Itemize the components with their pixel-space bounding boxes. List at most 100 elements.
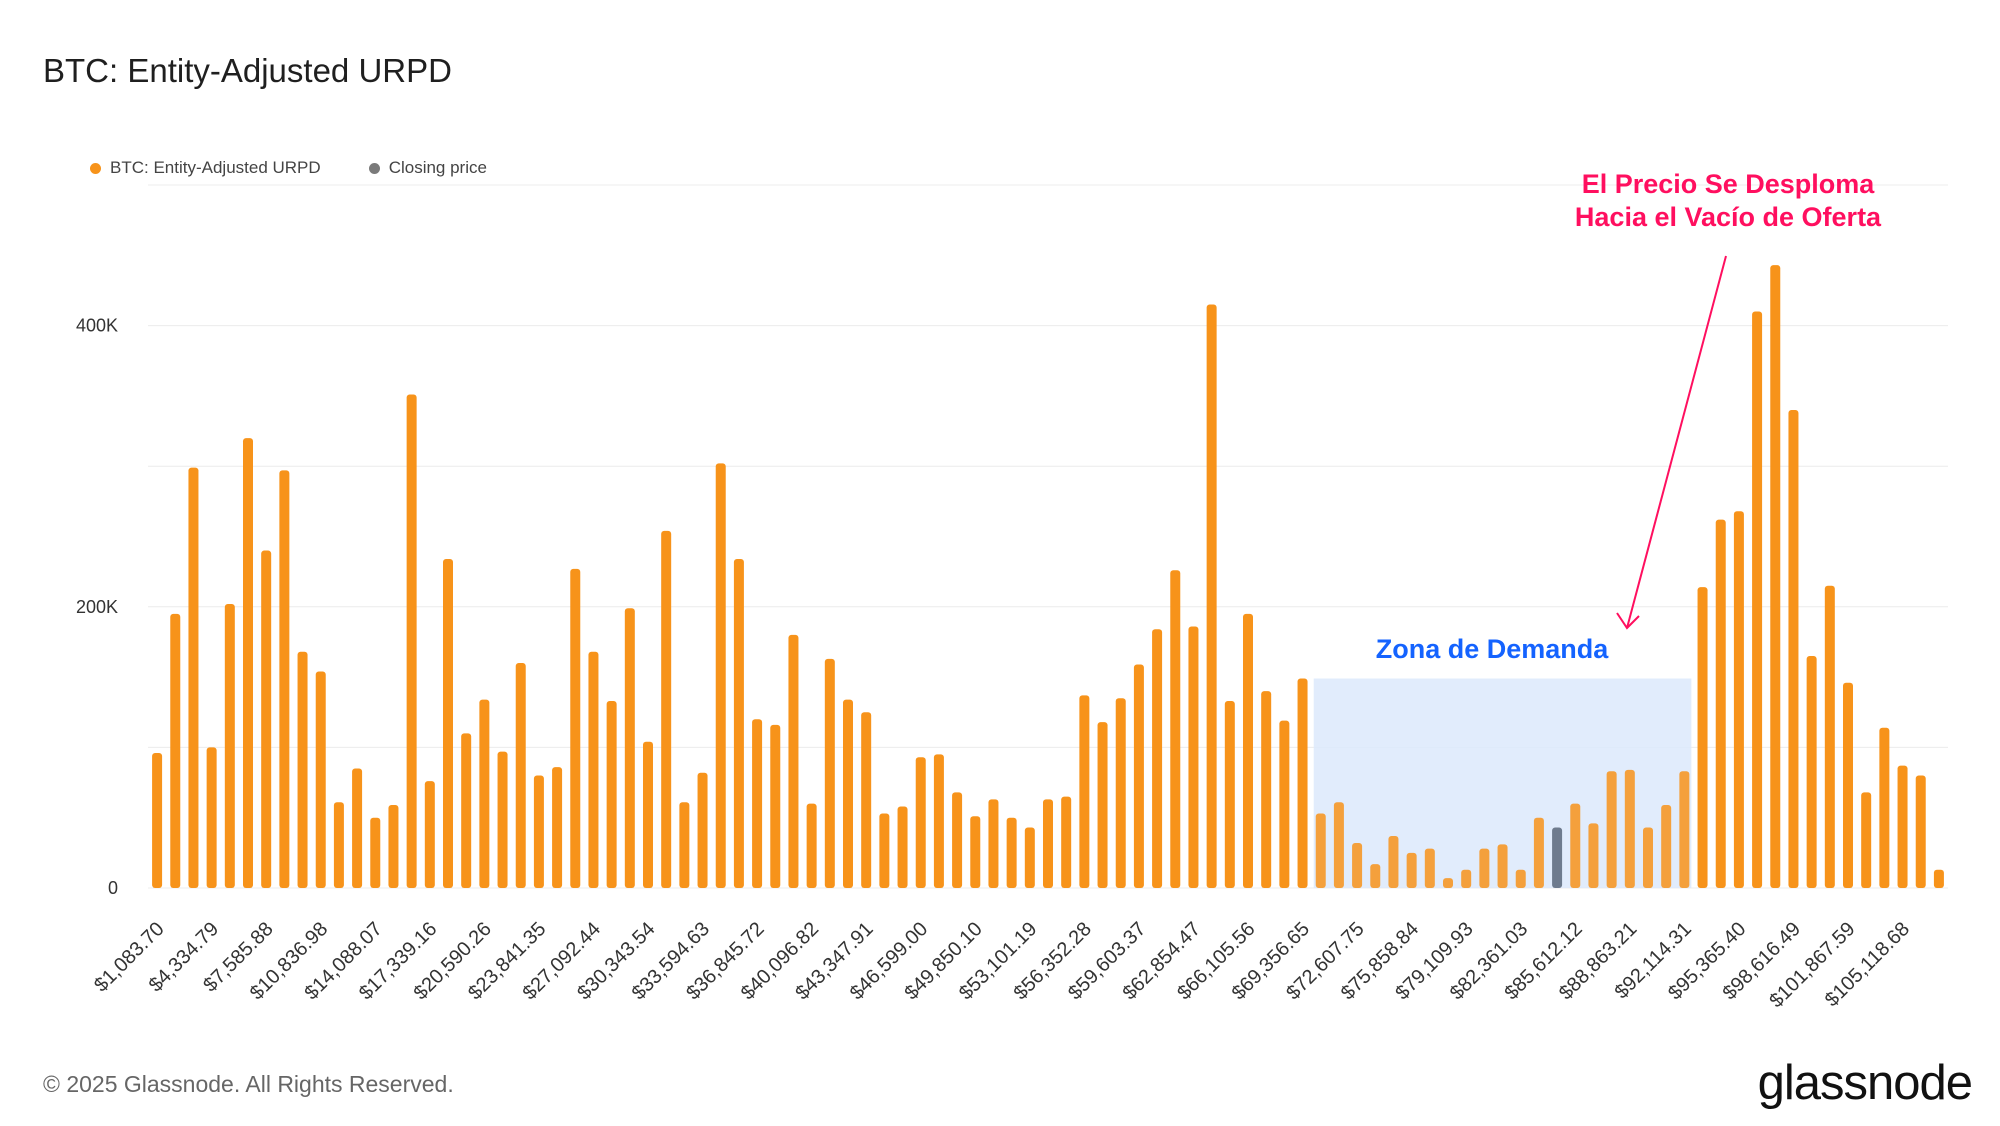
bar [1461,869,1472,888]
bar [1824,585,1835,888]
bar [733,558,744,888]
bar [1406,852,1417,888]
bar [243,438,253,888]
bar [1424,848,1435,888]
bar [1061,796,1072,888]
bar [152,753,163,888]
chart-title: BTC: Entity-Adjusted URPD [43,52,452,89]
y-tick-label: 200K [76,597,118,617]
bar [552,767,563,888]
bar [988,799,999,888]
bar [1115,698,1126,888]
bar [461,733,472,888]
bar [624,608,635,888]
y-axis: 0 200K 400K [76,316,118,898]
bar [679,802,690,888]
bar [1515,869,1526,888]
bar [1024,827,1035,888]
bar [861,712,872,888]
bar [515,663,526,888]
bar [1643,827,1653,888]
demand-zone-label: Zona de Demanda [1376,634,1610,664]
bar [752,719,763,888]
bar [915,757,926,888]
supply-gap-annotation-line2: Hacia el Vacío de Oferta [1575,202,1882,232]
bar [879,813,890,888]
bar [1570,803,1581,888]
bar [1752,311,1763,888]
bar [970,816,981,888]
bar [224,603,235,888]
bar [1806,656,1817,888]
bar [1497,844,1508,888]
legend-dot-gray-icon [368,162,380,174]
bar [388,805,399,888]
bar [1279,720,1290,888]
bar [770,724,781,888]
glassnode-logo[interactable]: glassnode [1757,1056,1973,1110]
bar [170,613,181,888]
bar [206,747,217,888]
bar [297,651,308,888]
bar [806,803,817,888]
bar [352,768,363,888]
bar [1770,265,1781,889]
bar [1897,765,1908,888]
bar [952,792,963,888]
bar [424,781,435,888]
chart-legend: BTC: Entity-Adjusted URPD Closing price [90,158,487,178]
bar [479,699,490,888]
bar [933,754,944,888]
bar [1261,691,1272,888]
bar [1243,613,1253,888]
bar [1152,629,1163,888]
legend-label-closing-price: Closing price [388,158,487,177]
bar [1352,843,1363,888]
bar [406,394,417,888]
bar [1133,664,1144,888]
legend-dot-orange-icon [90,162,101,174]
bar [1915,775,1926,888]
bar [1370,864,1381,888]
bar [1333,802,1344,888]
bar [1533,817,1544,888]
bar [788,634,799,888]
y-tick-label: 400K [76,316,118,336]
annotation-arrow-line [1626,255,1727,629]
bar [1479,848,1490,888]
bar [1933,869,1944,888]
bar [1297,678,1308,888]
bar [1388,835,1399,888]
bar [843,699,853,888]
bar [588,651,599,888]
bar [1679,771,1690,888]
bar [333,802,344,888]
bar [279,470,290,888]
bar [315,671,326,888]
bar [1606,771,1617,888]
bar [643,741,653,888]
y-tick-label: 0 [108,878,118,898]
bar [661,530,672,888]
annotation-arrow-head-icon [1616,612,1640,630]
bar [1879,727,1890,888]
bar [1079,695,1090,888]
bar [1443,878,1453,888]
bar [261,550,272,888]
bar [1097,722,1108,888]
bar [188,467,199,888]
bar [1843,682,1853,888]
bar [1861,792,1872,888]
bar [1661,805,1672,888]
bar [1624,769,1635,888]
bar [1170,570,1181,888]
bar [897,806,908,888]
closing-price-bar [1552,827,1563,888]
bar [1188,626,1199,888]
bar [1006,817,1017,888]
legend-item-closing-price[interactable]: Closing price [368,158,487,178]
bar [824,658,835,888]
legend-item-urpd[interactable]: BTC: Entity-Adjusted URPD [90,158,321,178]
bar [697,772,708,888]
